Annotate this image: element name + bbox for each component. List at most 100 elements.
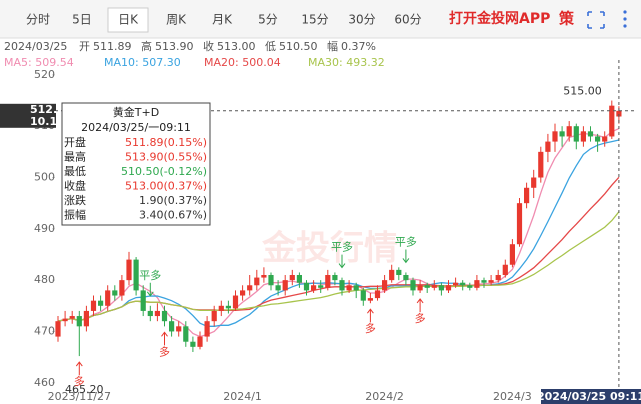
tab-selected xyxy=(107,7,149,33)
candle-body xyxy=(417,285,423,291)
candle-body xyxy=(403,275,409,281)
tab[interactable]: 日K xyxy=(118,13,139,27)
signal-label: 多 xyxy=(365,321,376,335)
signal-label: 多 xyxy=(415,311,426,325)
y-tick-label: 470 xyxy=(34,324,55,337)
candle-body xyxy=(573,126,579,142)
candle-body xyxy=(211,310,217,322)
candle-body xyxy=(367,298,373,301)
info-item: 513.00 xyxy=(217,40,256,53)
candle-body xyxy=(62,318,68,322)
candle-body xyxy=(268,275,274,286)
candle-body xyxy=(197,336,203,347)
signal-arrow xyxy=(75,361,83,376)
candle-body xyxy=(382,280,388,291)
x-tick-label: 2024/3 xyxy=(493,390,532,403)
candle-body xyxy=(396,269,402,276)
candle-body xyxy=(587,131,594,137)
candle-body xyxy=(332,275,338,281)
tab[interactable]: 60分 xyxy=(394,13,421,27)
candle-body xyxy=(254,277,260,286)
candle-body xyxy=(289,275,295,281)
candle-body xyxy=(112,290,118,296)
tooltip-value: 3.40(0.67%) xyxy=(139,209,207,222)
candle-body xyxy=(516,203,523,245)
candle-body xyxy=(190,341,196,347)
tab[interactable]: 5分 xyxy=(258,13,278,27)
candle-body xyxy=(602,136,608,142)
info-item: 开 xyxy=(79,40,90,53)
candle-body xyxy=(467,285,473,288)
tooltip-date: 2024/03/25/一09:11 xyxy=(81,121,191,134)
signal-arrow xyxy=(367,308,374,323)
candle-body xyxy=(538,151,544,178)
candle-body xyxy=(566,126,572,137)
fullscreen-icon[interactable] xyxy=(587,11,605,29)
info-item: 511.89 xyxy=(93,40,132,53)
candle-body xyxy=(318,285,324,288)
tab[interactable]: 5日 xyxy=(72,13,92,27)
x-tick-label: 2024/2 xyxy=(365,390,404,403)
info-item: 高 xyxy=(141,39,152,53)
candle-body xyxy=(90,300,97,311)
cursor-date: 2024/03/25 09:11 xyxy=(537,390,641,403)
extreme-label: 515.00 xyxy=(563,85,602,98)
ma-line xyxy=(57,139,620,327)
candle-body xyxy=(147,310,153,317)
x-tick-label: 2023/11/27 xyxy=(48,390,111,403)
ma-line xyxy=(57,211,620,322)
candle-body xyxy=(545,141,551,152)
candle-body xyxy=(559,131,565,137)
candle-body xyxy=(55,321,61,337)
candle-body xyxy=(105,290,111,306)
tooltip-label: 最低 xyxy=(64,165,86,178)
tab[interactable]: 月K xyxy=(212,13,233,27)
candle-body xyxy=(424,285,430,288)
tooltip-label: 振幅 xyxy=(64,208,86,222)
tab-bar xyxy=(0,0,641,38)
tooltip-label: 最高 xyxy=(64,150,86,164)
signal-label: 多 xyxy=(74,374,85,388)
candle-body xyxy=(445,285,452,291)
x-tick-label: 2024/1 xyxy=(223,390,262,403)
candle-body xyxy=(296,275,302,283)
candle-body xyxy=(531,177,537,188)
promo-link[interactable]: 打开金投网APP xyxy=(449,10,550,27)
tooltip-value: 513.90(0.55%) xyxy=(125,151,207,164)
cursor-price-box xyxy=(0,103,56,128)
tab[interactable]: 分时 xyxy=(26,13,50,27)
tooltip xyxy=(61,102,211,226)
candle-body xyxy=(353,285,359,291)
cursor-date-box xyxy=(541,389,641,404)
candle-body xyxy=(83,310,89,327)
tab[interactable]: 30分 xyxy=(348,13,375,27)
watermark: 金投行情 xyxy=(261,229,398,269)
candle-body xyxy=(261,275,267,278)
signal-arrow xyxy=(416,298,424,312)
strategy-icon[interactable]: 策 xyxy=(558,10,575,28)
candle-body xyxy=(247,285,253,291)
tab[interactable]: 周K xyxy=(166,13,187,27)
more-icon[interactable] xyxy=(623,10,627,28)
signal-label: 多 xyxy=(159,344,170,358)
candle-body xyxy=(126,259,132,281)
candle-body xyxy=(524,187,530,204)
candle-body xyxy=(154,310,160,317)
candle-body xyxy=(275,285,281,291)
tab[interactable]: 15分 xyxy=(301,13,328,27)
candle-body xyxy=(240,290,246,296)
tooltip-value: 511.89(0.15%) xyxy=(125,136,207,149)
candle-body xyxy=(474,280,480,288)
y-tick-label: 480 xyxy=(34,273,55,286)
candle-body xyxy=(552,131,558,142)
candle-body xyxy=(438,285,444,291)
candle-body xyxy=(98,300,104,306)
candle-body xyxy=(176,326,182,332)
candle-body xyxy=(169,321,175,332)
info-date: 2024/03/25 xyxy=(4,40,67,53)
candle-body xyxy=(183,326,189,342)
y-tick-label: 490 xyxy=(34,222,55,235)
candle-body xyxy=(580,131,586,142)
candle-body xyxy=(119,280,125,296)
candle-body xyxy=(133,259,139,291)
